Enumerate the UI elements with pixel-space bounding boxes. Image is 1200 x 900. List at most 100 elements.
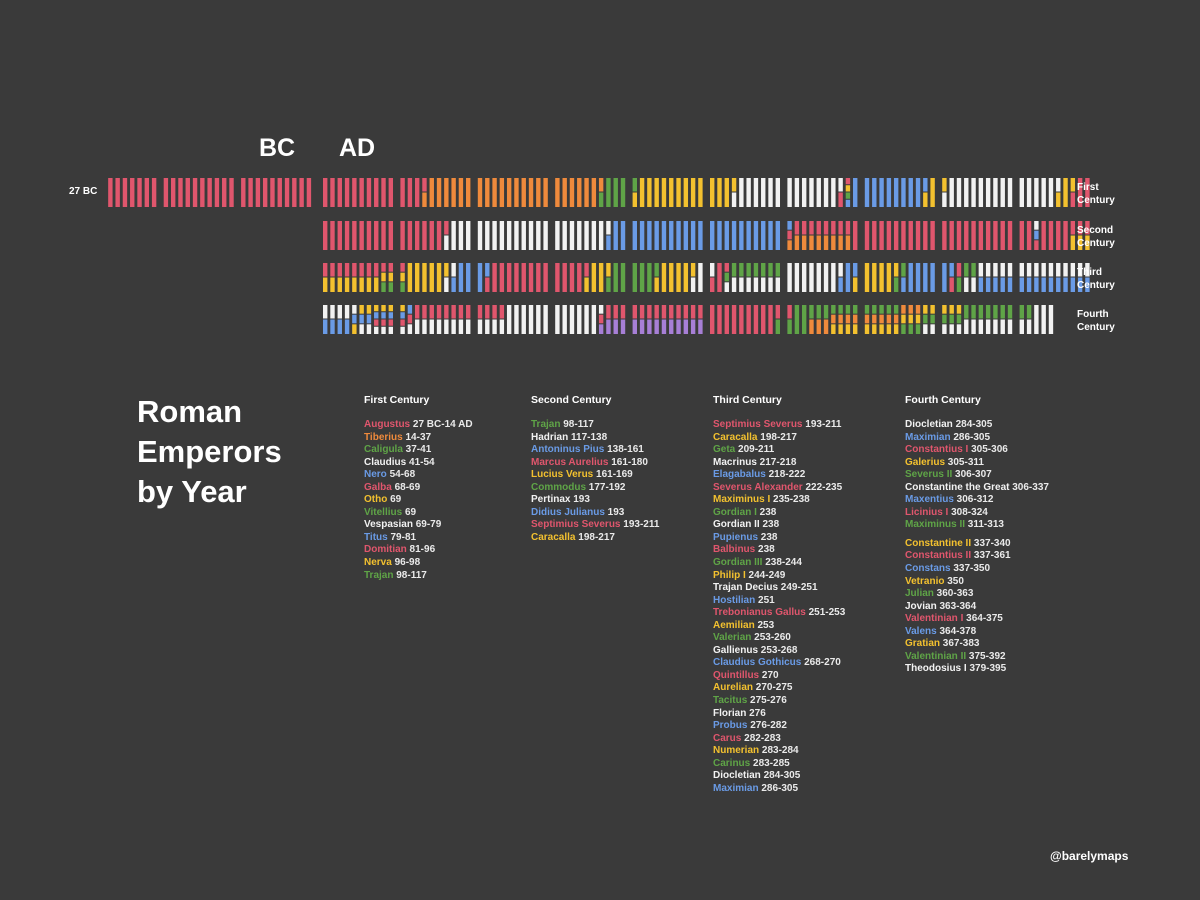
year-bar [429,178,434,207]
year-bar [753,305,759,334]
legend-column: First Century Augustus 27 BC-14 AD Tiberiu… [364,394,564,582]
year-bar [466,305,471,334]
year-bar-segment [683,305,689,319]
reign-dates: 98-117 [560,419,594,430]
year-bar [620,263,626,292]
emperor-name: Valens [905,625,937,637]
year-bar-segment [978,277,984,292]
reign-dates: 238-244 [762,557,802,569]
legend-entry: Hostilian 251 [713,595,913,608]
year-bar-segment [845,192,851,199]
year-bar-segment [801,305,807,334]
year-bar-segment [400,282,405,292]
year-bar-segment [978,319,984,334]
year-bar-segment [893,178,899,207]
legend-entry: Constantius II 337-361 [905,550,1105,563]
year-bar-segment [499,263,505,292]
year-bar-segment [388,319,394,326]
year-bar-segment [122,178,128,207]
emperor-name: Hostilian [713,594,756,606]
year-bar [683,263,689,292]
year-bar-segment [521,263,526,292]
year-bar-segment [942,192,947,207]
year-bar-segment [222,178,227,207]
year-bar [864,305,870,334]
year-bar [1048,221,1054,250]
year-bar-segment [669,221,674,250]
year-bar-segment [330,305,335,319]
year-bar [971,178,976,207]
year-bar [451,178,456,207]
year-bar [930,221,935,250]
year-bar-segment [923,305,928,314]
year-bar-segment [1063,221,1068,250]
legend-heading: First Century [364,394,430,406]
year-bar-segment [753,263,759,277]
year-bar-segment [915,263,921,292]
year-bar-segment [775,221,781,250]
year-bar [949,178,954,207]
year-bar-segment [794,263,800,292]
year-bar-segment [499,319,505,334]
year-bar [485,305,490,334]
year-bar-segment [151,178,157,207]
year-bar-segment [964,178,969,207]
legend-entry: Augustus 27 BC-14 AD [364,419,564,432]
year-bar-segment [374,326,379,334]
emperor-name: Constantius I [905,444,969,456]
year-bar-segment [429,178,434,207]
legend-entry: Nerva 96-98 [364,557,564,570]
year-bar [768,263,773,292]
emperor-name: Gordian I [713,506,757,518]
year-bar-segment [923,221,928,250]
year-bar-segment [613,178,618,207]
year-bar-segment [831,305,836,314]
emperor-name: Diocletian [905,419,953,430]
year-bar-segment [130,178,135,207]
year-bar-segment [292,178,297,207]
year-bar-segment [949,277,954,292]
year-bar-segment [1056,263,1061,277]
year-bar [606,263,611,292]
emperor-name: Constantius II [905,550,972,562]
year-bar-segment [458,319,464,334]
emperor-name: Gallienus [713,644,759,656]
year-bar [1056,221,1061,250]
year-bar-segment [381,305,386,312]
year-bar [1019,178,1024,207]
year-bar [639,263,645,292]
year-bar-segment [436,305,442,319]
year-bar [492,178,497,207]
year-bar-segment [323,178,328,207]
year-bar [864,178,870,207]
year-bar [543,305,548,334]
year-bar-segment [690,221,696,250]
legend-entry: Balbinus 238 [713,544,913,557]
year-bar-segment [823,263,829,292]
year-bar [717,263,722,292]
year-bar [366,178,372,207]
year-bar [374,305,379,334]
year-bar-segment [178,178,183,207]
year-bar-segment [853,263,858,277]
year-bar-segment [964,319,969,334]
year-bar-segment [1085,178,1090,207]
year-bar-segment [436,319,442,334]
year-bar-segment [809,263,814,292]
year-bar-segment [528,263,534,292]
year-bar-segment [661,221,667,250]
year-bar [801,263,807,292]
year-bar [115,178,120,207]
year-bar-segment [794,235,800,250]
year-bar-segment [330,277,335,292]
year-bar-segment [901,305,906,314]
emperor-name: Tacitus [713,695,748,707]
year-bar-segment [787,221,792,230]
emperor-name: Geta [713,444,736,456]
year-bar-segment [893,305,899,314]
year-bar [359,178,364,207]
year-bar [270,178,275,207]
year-bar-segment [429,221,434,250]
year-bar [923,305,928,334]
year-bar-segment [381,282,386,292]
